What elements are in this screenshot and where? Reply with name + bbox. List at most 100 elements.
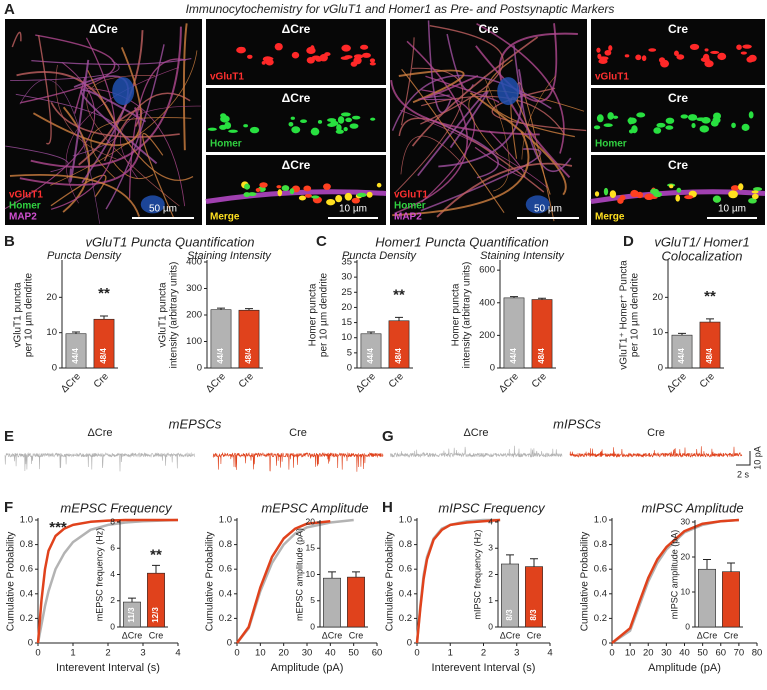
- punctum: [291, 51, 300, 59]
- bar-n-label: 48/4: [244, 348, 253, 364]
- neurite: [436, 162, 573, 218]
- neurite: [418, 75, 479, 100]
- punctum: [676, 54, 685, 60]
- x-tick-label: Cre: [724, 630, 739, 640]
- tile-condition: Cre: [668, 158, 688, 172]
- tile-label: Homer: [595, 139, 627, 150]
- scale-bar-label: 10 µm: [718, 204, 746, 215]
- y-tick-label: 0.4: [399, 588, 412, 599]
- y-tick-label: 20: [46, 292, 57, 303]
- x-axis-label: Interevent Interval (s): [56, 662, 160, 674]
- x-tick-label: 60: [372, 648, 383, 659]
- neurite: [20, 34, 116, 104]
- punctum: [323, 183, 331, 191]
- y-tick-label: 2: [110, 595, 115, 605]
- scale-bar-label: 50 µm: [149, 204, 177, 215]
- punctum: [675, 194, 681, 202]
- punctum: [751, 190, 759, 194]
- punctum: [656, 122, 666, 128]
- tile-condition: ΔCre: [89, 22, 118, 36]
- panel-letter: G: [382, 428, 394, 445]
- x-tick-label: Cre: [698, 371, 717, 390]
- bar-n-label: 48/4: [537, 348, 546, 364]
- neurite: [391, 74, 552, 131]
- punctum: [327, 123, 336, 127]
- tile-condition: Cre: [668, 91, 688, 105]
- tile-label: vGluT1: [595, 72, 629, 83]
- y-tick-label: 0.4: [219, 588, 232, 599]
- punctum: [341, 44, 351, 52]
- micrograph: [591, 88, 765, 152]
- y-tick-label: 0: [490, 363, 495, 374]
- y-tick-label: 0: [602, 638, 607, 649]
- x-tick-label: Cre: [149, 630, 164, 640]
- x-tick-label: ΔCre: [204, 371, 228, 395]
- trace-label: Cre: [289, 427, 307, 439]
- y-axis-label: mIPSC frequency (Hz): [472, 529, 482, 619]
- neurite: [128, 58, 187, 199]
- punctum: [684, 195, 694, 200]
- y-axis-label: mIPSC amplitude (pA): [669, 530, 679, 620]
- y-tick-label: 0.8: [219, 539, 232, 550]
- bar-n-label: 44/4: [216, 348, 225, 364]
- punctum: [220, 113, 227, 118]
- punctum: [669, 184, 674, 189]
- panel-letter: H: [382, 499, 393, 516]
- punctum: [290, 116, 295, 120]
- punctum: [353, 56, 362, 65]
- punctum: [673, 50, 679, 57]
- trace-label: Cre: [647, 427, 665, 439]
- y-tick-label: 1.0: [20, 515, 33, 526]
- punctum: [243, 124, 248, 128]
- punctum: [603, 123, 613, 128]
- tile-condition: Cre: [478, 22, 498, 36]
- bar-n-label: 48/4: [394, 348, 403, 364]
- punctum: [369, 62, 376, 66]
- y-axis-label: intensity (arbitrary units): [169, 262, 180, 369]
- punctum: [596, 114, 604, 123]
- punctum: [276, 185, 282, 189]
- error-bar: [395, 316, 403, 321]
- significance: **: [704, 288, 716, 305]
- punctum: [277, 189, 283, 197]
- error-bar: [367, 331, 375, 334]
- error-bar: [217, 307, 225, 310]
- y-tick-label: 6: [110, 543, 115, 553]
- x-tick-label: 10: [625, 648, 636, 659]
- punctum: [644, 193, 654, 201]
- neurite: [398, 69, 465, 104]
- punctum: [327, 118, 337, 122]
- y-tick-label: 0: [52, 363, 57, 374]
- tile-condition: Cre: [668, 22, 688, 36]
- y-axis-label: Cumulative Probability: [6, 532, 17, 632]
- tile-label: vGluT1: [9, 190, 43, 201]
- error-bar: [100, 315, 108, 320]
- punctum: [244, 183, 251, 190]
- punctum: [304, 194, 313, 198]
- punctum: [704, 48, 709, 52]
- punctum: [356, 192, 367, 198]
- error-bar: [72, 331, 80, 334]
- punctum: [594, 191, 600, 197]
- x-tick-label: Cre: [349, 630, 364, 640]
- panel-letter: B: [4, 233, 15, 250]
- neurite: [491, 87, 587, 132]
- punctum: [746, 56, 754, 63]
- punctum: [636, 112, 646, 118]
- x-tick-label: ΔCre: [665, 371, 689, 395]
- y-tick-label: 20: [341, 302, 352, 313]
- punctum: [665, 125, 674, 130]
- punctum: [249, 126, 260, 134]
- y-tick-label: 0.6: [20, 564, 33, 575]
- micrograph: [390, 19, 587, 225]
- chart-title: mEPSC Frequency: [60, 500, 173, 515]
- punctum: [731, 122, 736, 129]
- punctum: [603, 187, 609, 196]
- neurite: [120, 105, 201, 179]
- y-axis-label: vGluT1 puncta: [13, 282, 24, 347]
- neurite: [476, 22, 565, 154]
- x-tick-label: 60: [715, 648, 726, 659]
- chart-title: mEPSC Amplitude: [261, 500, 368, 515]
- current-trace: [389, 445, 563, 458]
